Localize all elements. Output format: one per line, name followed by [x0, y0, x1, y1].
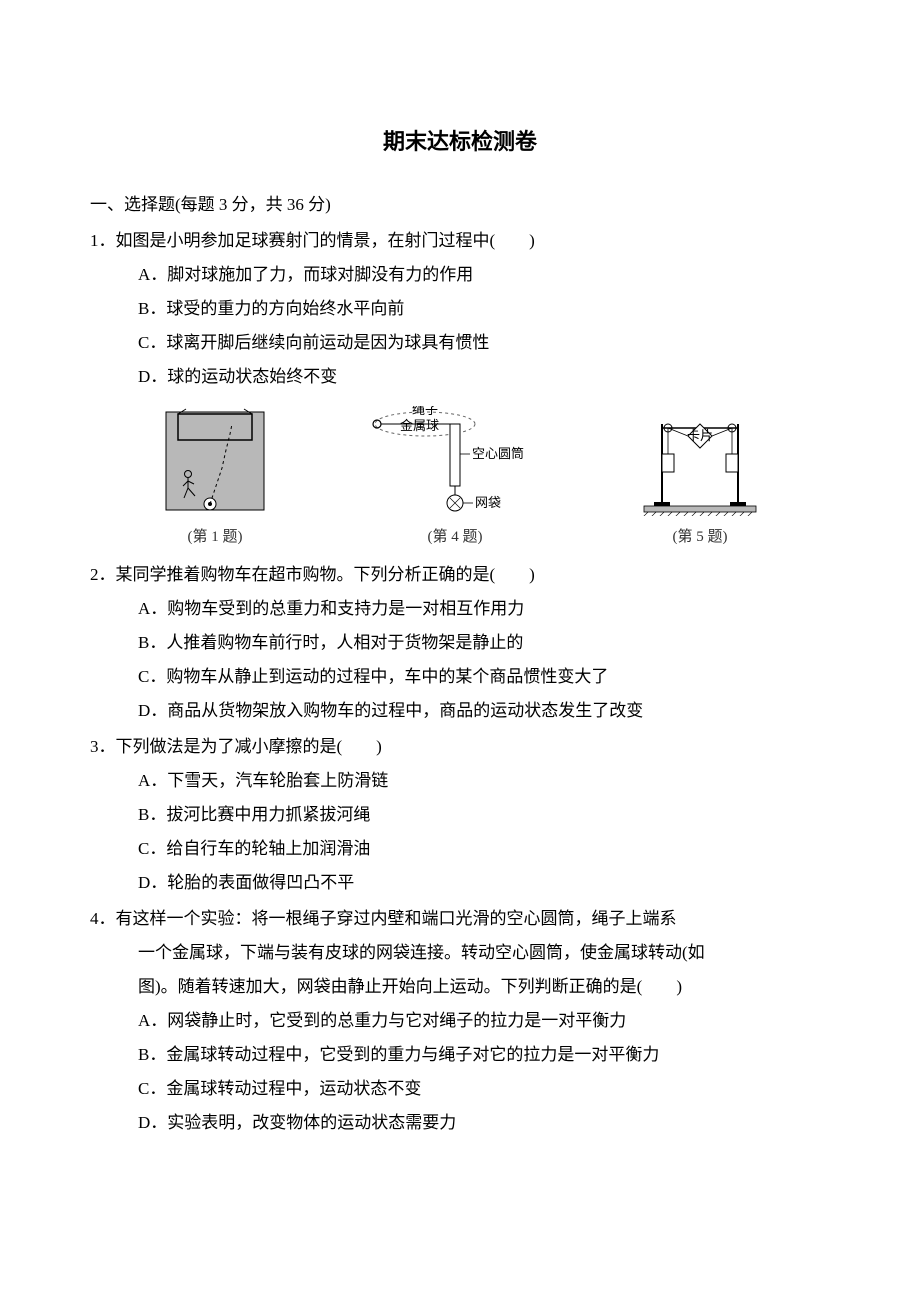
- option-letter: B．: [138, 1038, 166, 1072]
- section-label: 一、选择题: [90, 195, 175, 214]
- option-letter: C．: [138, 1072, 166, 1106]
- q4-option-c: C．金属球转动过程中，运动状态不变: [90, 1072, 830, 1106]
- question-3: 3． 下列做法是为了减小摩擦的是( ) A．下雪天，汽车轮胎套上防滑链 B．拔河…: [90, 730, 830, 900]
- option-text: 球离开脚后继续向前运动是因为球具有惯性: [166, 326, 830, 360]
- q1-option-b: B．球受的重力的方向始终水平向前: [90, 292, 830, 326]
- option-letter: A．: [138, 1004, 167, 1038]
- q4-stem-line1: 有这样一个实验：将一根绳子穿过内壁和端口光滑的空心圆筒，绳子上端系: [116, 902, 831, 936]
- option-letter: C．: [138, 326, 166, 360]
- option-text: 人推着购物车前行时，人相对于货物架是静止的: [166, 626, 830, 660]
- q3-option-c: C．给自行车的轮轴上加润滑油: [90, 832, 830, 866]
- option-text: 拔河比赛中用力抓紧拔河绳: [166, 798, 830, 832]
- figure-q1-svg: [160, 406, 270, 516]
- figure-q5-svg: 卡片: [640, 406, 760, 516]
- q4-option-b: B．金属球转动过程中，它受到的重力与绳子对它的拉力是一对平衡力: [90, 1038, 830, 1072]
- option-text: 球受的重力的方向始终水平向前: [166, 292, 830, 326]
- q2-option-b: B．人推着购物车前行时，人相对于货物架是静止的: [90, 626, 830, 660]
- page-title: 期末达标检测卷: [90, 120, 830, 164]
- q4-stem-line3: 图)。随着转速加大，网袋由静止开始向上运动。下列判断正确的是( ): [90, 970, 830, 1004]
- svg-text:绳子: 绳子: [412, 406, 438, 417]
- figure-q4-caption: (第 4 题): [428, 522, 483, 552]
- option-text: 购物车受到的总重力和支持力是一对相互作用力: [167, 592, 830, 626]
- figure-q4: 绳子金属球空心圆筒网袋 (第 4 题): [370, 406, 540, 552]
- section-scoring: (每题 3 分，共 36 分): [175, 195, 331, 214]
- option-text: 给自行车的轮轴上加润滑油: [166, 832, 830, 866]
- q4-stem-line2: 一个金属球，下端与装有皮球的网袋连接。转动空心圆筒，使金属球转动(如: [90, 936, 830, 970]
- option-letter: D．: [138, 866, 167, 900]
- option-letter: D．: [138, 694, 167, 728]
- option-text: 下雪天，汽车轮胎套上防滑链: [167, 764, 830, 798]
- option-letter: B．: [138, 626, 166, 660]
- figure-q5: 卡片 (第 5 题): [640, 406, 760, 552]
- question-4: 4． 有这样一个实验：将一根绳子穿过内壁和端口光滑的空心圆筒，绳子上端系 一个金…: [90, 902, 830, 1140]
- q3-option-b: B．拔河比赛中用力抓紧拔河绳: [90, 798, 830, 832]
- figures-row: (第 1 题) 绳子金属球空心圆筒网袋 (第 4 题) 卡片 (第 5 题): [90, 406, 830, 552]
- svg-text:空心圆筒: 空心圆筒: [472, 446, 524, 461]
- svg-text:网袋: 网袋: [475, 495, 501, 510]
- option-letter: A．: [138, 258, 167, 292]
- question-1: 1． 如图是小明参加足球赛射门的情景，在射门过程中( ) A．脚对球施加了力，而…: [90, 224, 830, 394]
- option-letter: C．: [138, 660, 166, 694]
- question-2: 2． 某同学推着购物车在超市购物。下列分析正确的是( ) A．购物车受到的总重力…: [90, 558, 830, 728]
- section-header: 一、选择题(每题 3 分，共 36 分): [90, 188, 830, 222]
- option-letter: A．: [138, 764, 167, 798]
- q3-number: 3．: [90, 730, 116, 764]
- q1-option-c: C．球离开脚后继续向前运动是因为球具有惯性: [90, 326, 830, 360]
- option-letter: B．: [138, 292, 166, 326]
- q2-stem: 某同学推着购物车在超市购物。下列分析正确的是( ): [116, 558, 831, 592]
- option-text: 实验表明，改变物体的运动状态需要力: [167, 1106, 830, 1140]
- q2-option-d: D．商品从货物架放入购物车的过程中，商品的运动状态发生了改变: [90, 694, 830, 728]
- q2-option-a: A．购物车受到的总重力和支持力是一对相互作用力: [90, 592, 830, 626]
- figure-q1-caption: (第 1 题): [188, 522, 243, 552]
- option-text: 脚对球施加了力，而球对脚没有力的作用: [167, 258, 830, 292]
- option-letter: A．: [138, 592, 167, 626]
- q1-option-a: A．脚对球施加了力，而球对脚没有力的作用: [90, 258, 830, 292]
- option-text: 购物车从静止到运动的过程中，车中的某个商品惯性变大了: [166, 660, 830, 694]
- figure-q4-svg: 绳子金属球空心圆筒网袋: [370, 406, 540, 516]
- option-text: 球的运动状态始终不变: [167, 360, 830, 394]
- option-text: 商品从货物架放入购物车的过程中，商品的运动状态发生了改变: [167, 694, 830, 728]
- q2-number: 2．: [90, 558, 116, 592]
- svg-text:卡片: 卡片: [687, 428, 713, 443]
- q4-option-d: D．实验表明，改变物体的运动状态需要力: [90, 1106, 830, 1140]
- figure-q1: (第 1 题): [160, 406, 270, 552]
- q2-option-c: C．购物车从静止到运动的过程中，车中的某个商品惯性变大了: [90, 660, 830, 694]
- q1-option-d: D．球的运动状态始终不变: [90, 360, 830, 394]
- figure-q5-caption: (第 5 题): [673, 522, 728, 552]
- q3-option-a: A．下雪天，汽车轮胎套上防滑链: [90, 764, 830, 798]
- option-text: 金属球转动过程中，运动状态不变: [166, 1072, 830, 1106]
- option-letter: B．: [138, 798, 166, 832]
- option-text: 网袋静止时，它受到的总重力与它对绳子的拉力是一对平衡力: [167, 1004, 830, 1038]
- q1-stem: 如图是小明参加足球赛射门的情景，在射门过程中( ): [116, 224, 831, 258]
- q4-option-a: A．网袋静止时，它受到的总重力与它对绳子的拉力是一对平衡力: [90, 1004, 830, 1038]
- q4-number: 4．: [90, 902, 116, 936]
- q3-option-d: D．轮胎的表面做得凹凸不平: [90, 866, 830, 900]
- q1-number: 1．: [90, 224, 116, 258]
- option-text: 金属球转动过程中，它受到的重力与绳子对它的拉力是一对平衡力: [166, 1038, 830, 1072]
- svg-text:金属球: 金属球: [400, 418, 439, 433]
- option-text: 轮胎的表面做得凹凸不平: [167, 866, 830, 900]
- option-letter: D．: [138, 1106, 167, 1140]
- option-letter: D．: [138, 360, 167, 394]
- q3-stem: 下列做法是为了减小摩擦的是( ): [116, 730, 831, 764]
- option-letter: C．: [138, 832, 166, 866]
